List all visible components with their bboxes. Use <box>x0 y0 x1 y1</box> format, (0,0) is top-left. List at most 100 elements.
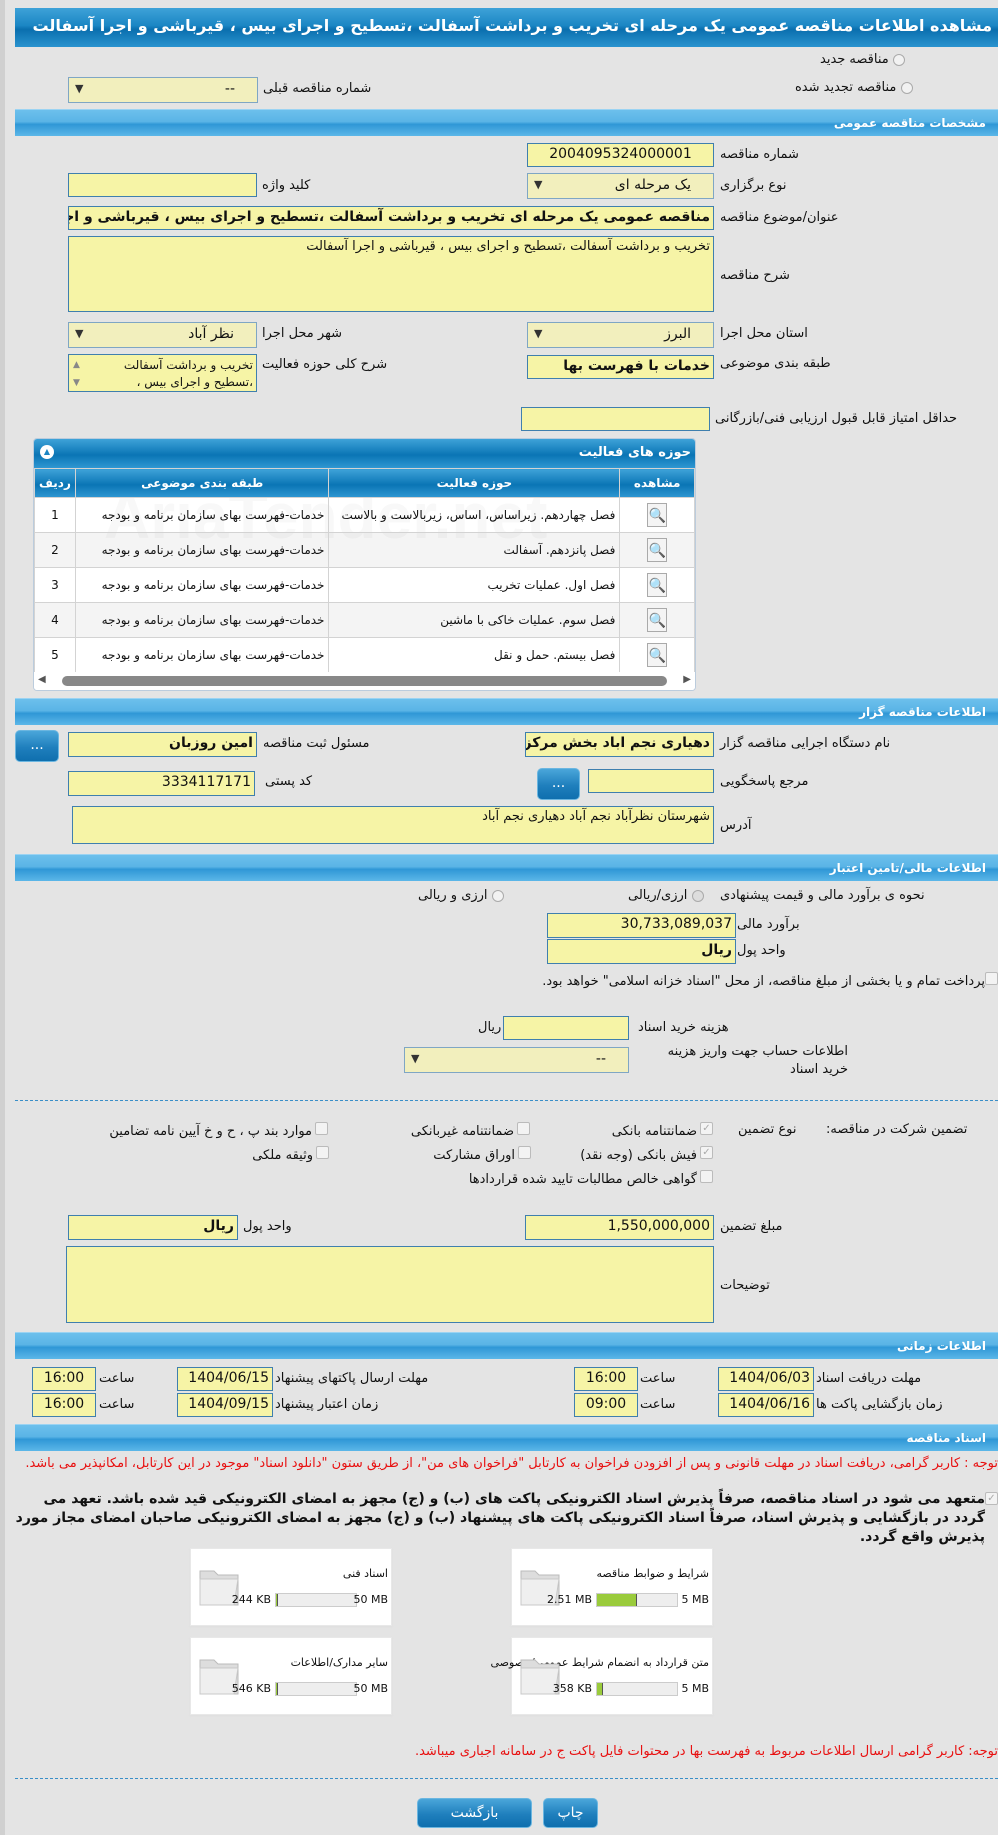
type-label: نوع برگزاری <box>720 178 787 193</box>
document-max-size: 50 MB <box>353 1593 388 1606</box>
document-card[interactable]: متن قرارداد به انضمام شرایط عمومی/خصوصی 3… <box>490 1637 713 1715</box>
back-button[interactable]: بازگشت <box>417 1798 532 1828</box>
horizontal-scrollbar[interactable]: ◀ ▶ <box>34 672 695 690</box>
row-number: 2 <box>34 532 76 568</box>
document-card[interactable]: شرایط و ضوابط مناقصه 2.51 MB 5 MB <box>511 1548 713 1626</box>
validity-time-field[interactable]: 16:00 <box>32 1393 96 1417</box>
activities-title: حوزه های فعالیت <box>578 445 691 460</box>
chevron-down-icon: ▼ <box>411 1052 420 1065</box>
scroll-down-icon[interactable]: ▼ <box>73 378 80 388</box>
validity-field[interactable]: 1404/09/15 <box>177 1393 273 1417</box>
doc-fee-field[interactable] <box>503 1016 629 1040</box>
guarantee-checkbox[interactable] <box>700 1170 713 1183</box>
submit-deadline-time-field[interactable]: 16:00 <box>32 1367 96 1391</box>
scope-listbox[interactable]: تخریب و برداشت آسفالت ،تسطیح و اجرای بیس… <box>68 354 257 392</box>
chevron-down-icon: ▼ <box>534 327 543 340</box>
print-button[interactable]: چاپ <box>543 1798 598 1828</box>
guarantee-currency-field[interactable]: ریال <box>68 1215 238 1240</box>
guarantee-checkbox[interactable] <box>316 1146 329 1159</box>
city-value: نظر آباد <box>188 326 234 342</box>
view-document-icon[interactable]: 🔍 <box>647 503 668 527</box>
min-score-field[interactable] <box>521 407 710 431</box>
scroll-right-icon[interactable]: ▶ <box>683 674 691 685</box>
view-document-icon[interactable]: 🔍 <box>647 538 668 562</box>
submit-deadline-field[interactable]: 1404/06/15 <box>177 1367 273 1391</box>
doc-deadline-field[interactable]: 1404/06/03 <box>718 1367 814 1391</box>
guarantee-checkbox[interactable] <box>518 1146 531 1159</box>
address-field[interactable]: شهرستان نظرآباد نجم آباد دهیاری نجم آباد <box>72 806 714 844</box>
organization-field[interactable]: دهیاری نجم اباد بخش مرکزی <box>525 732 714 757</box>
previous-number-select[interactable]: -- ▼ <box>68 77 258 103</box>
view-cell: 🔍 <box>619 567 695 603</box>
treasury-checkbox[interactable] <box>985 972 998 985</box>
postal-code-label: کد پستی <box>265 774 313 789</box>
guarantee-checkbox[interactable] <box>517 1122 530 1135</box>
document-size-bar <box>596 1682 678 1696</box>
reference-more-button[interactable]: ... <box>537 768 580 800</box>
radio-new-tender[interactable]: مناقصه جدید <box>820 52 905 67</box>
view-document-icon[interactable]: 🔍 <box>647 573 668 597</box>
guarantee-checkbox[interactable] <box>315 1122 328 1135</box>
activities-table: ردیف طبقه بندی موضوعی حوزه فعالیت مشاهده… <box>34 468 695 673</box>
postal-code-field[interactable]: 3334117171 <box>68 771 255 796</box>
category-field[interactable]: خدمات با فهرست بها <box>527 355 714 379</box>
guarantee-amount-field[interactable]: 1,550,000,000 <box>525 1215 714 1240</box>
col-category: طبقه بندی موضوعی <box>74 468 330 498</box>
collapse-icon[interactable]: ▲ <box>40 445 54 459</box>
radio-renewed-label: مناقصه تجدید شده <box>795 80 897 95</box>
account-select[interactable]: -- ▼ <box>404 1047 629 1073</box>
reference-field[interactable] <box>588 769 714 793</box>
row-number: 1 <box>34 497 76 533</box>
chevron-down-icon: ▼ <box>534 178 543 191</box>
province-label: استان محل اجرا <box>720 326 808 341</box>
tender-number-field[interactable]: 2004095324000001 <box>527 143 714 167</box>
estimate-field[interactable]: 30,733,089,037 <box>547 913 736 938</box>
guarantee-option-label: وثیقه ملکی <box>252 1148 313 1163</box>
section-timing: اطلاعات زمانی <box>15 1332 998 1359</box>
opening-field[interactable]: 1404/06/16 <box>718 1393 814 1417</box>
doc-deadline-time-field[interactable]: 16:00 <box>574 1367 638 1391</box>
commit-checkbox[interactable]: ✓ <box>985 1492 998 1505</box>
doc-fee-unit: ریال <box>478 1020 502 1035</box>
guarantee-option-label: موارد بند پ ، ح و خ آیین نامه تضامین <box>109 1124 312 1139</box>
activity-cell: فصل پانزدهم. آسفالت <box>328 532 621 568</box>
keyword-field[interactable] <box>68 173 257 197</box>
radio-renewed-tender[interactable]: مناقصه تجدید شده <box>795 80 913 95</box>
city-label: شهر محل اجرا <box>262 326 342 341</box>
page-title: مشاهده اطلاعات مناقصه عمومی یک مرحله ای … <box>15 8 998 47</box>
guarantee-amount-label: مبلغ تضمین <box>720 1219 783 1234</box>
folder-icon <box>199 1659 239 1695</box>
organization-label: نام دستگاه اجرایی مناقصه گزار <box>720 736 891 751</box>
description-textarea[interactable]: تخریب و برداشت آسفالت ،تسطیح و اجرای بیس… <box>68 236 714 312</box>
min-score-label: حداقل امتیاز قابل قبول ارزیابی فنی/بازرگ… <box>715 411 958 426</box>
radio-currency-and-rial[interactable]: ارزی و ریالی <box>418 888 504 903</box>
city-select[interactable]: نظر آباد ▼ <box>68 322 257 348</box>
view-document-icon[interactable]: 🔍 <box>647 608 668 632</box>
subject-field[interactable]: مناقصه عمومی یک مرحله ای تخریب و برداشت … <box>68 206 714 230</box>
opening-time-field[interactable]: 09:00 <box>574 1393 638 1417</box>
document-card[interactable]: سایر مدارک/اطلاعات 546 KB 50 MB <box>190 1637 392 1715</box>
radio-rial[interactable]: ارزی/ریالی <box>628 888 704 903</box>
notes-textarea[interactable] <box>66 1246 714 1323</box>
type-select[interactable]: یک مرحله ای ▼ <box>527 173 714 199</box>
guarantee-checkbox[interactable]: ✓ <box>700 1122 713 1135</box>
doc-fee-label: هزینه خرید اسناد <box>638 1020 729 1035</box>
guarantee-checkbox[interactable]: ✓ <box>700 1146 713 1159</box>
scroll-up-icon[interactable]: ▲ <box>73 360 80 370</box>
officer-field[interactable]: امین روزبان <box>68 732 257 757</box>
document-size: 244 KB <box>231 1593 271 1606</box>
officer-more-button[interactable]: ... <box>15 730 59 762</box>
opening-time-label: ساعت <box>640 1397 676 1412</box>
view-document-icon[interactable]: 🔍 <box>647 643 668 667</box>
document-card[interactable]: اسناد فنی 244 KB 50 MB <box>190 1548 392 1626</box>
validity-label: زمان اعتبار پیشنهاد <box>275 1397 379 1412</box>
document-max-size: 50 MB <box>353 1682 388 1695</box>
province-select[interactable]: البرز ▼ <box>527 322 714 348</box>
activities-panel: حوزه های فعالیت ▲ AriaTender.net ردیف طب… <box>33 438 696 691</box>
chevron-down-icon: ▼ <box>75 82 84 95</box>
scroll-left-icon[interactable]: ◀ <box>38 674 46 685</box>
scrollbar-thumb[interactable] <box>62 676 667 686</box>
currency-field[interactable]: ریال <box>547 939 736 964</box>
notes-label: توضیحات <box>720 1278 770 1293</box>
left-border <box>0 0 5 1835</box>
